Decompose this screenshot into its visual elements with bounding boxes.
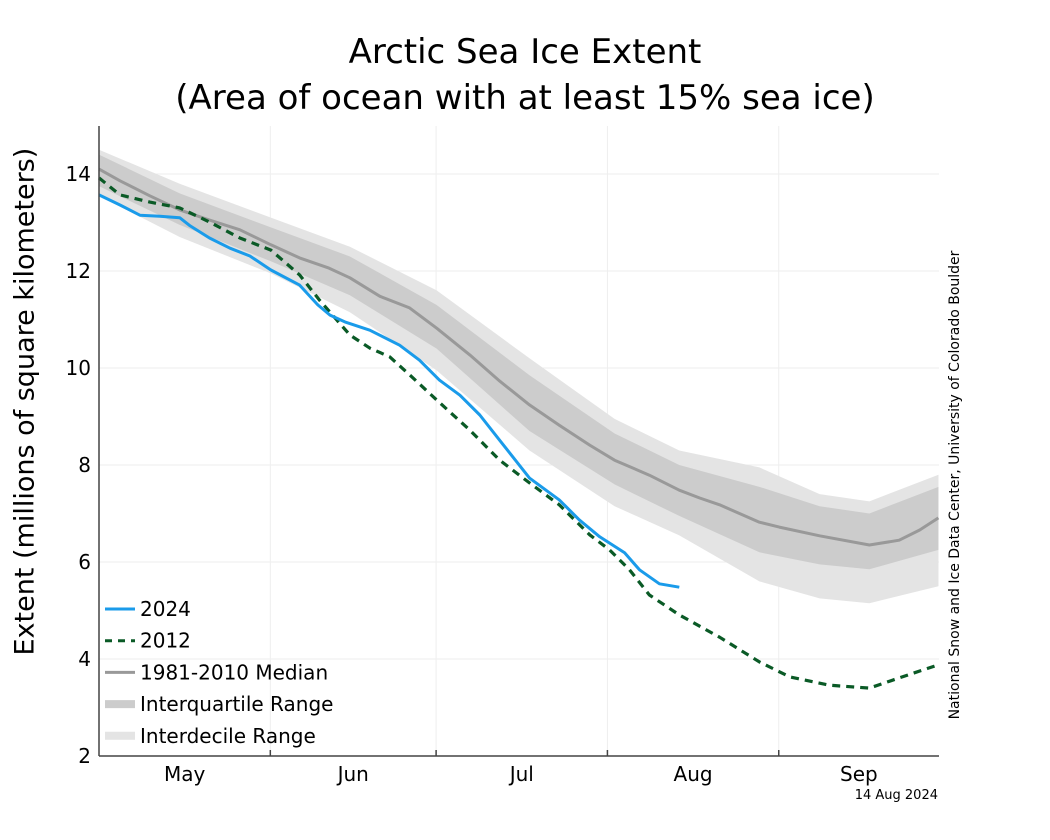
y-tick-label: 4 xyxy=(78,647,91,671)
y-tick-label: 6 xyxy=(78,550,91,574)
y-tick-label: 12 xyxy=(66,259,91,283)
legend-label: Interdecile Range xyxy=(140,724,316,748)
series-line-1981-2010-median xyxy=(98,167,940,547)
x-tick-label: Sep xyxy=(840,762,878,786)
x-tick-label: May xyxy=(164,762,206,786)
band-interquartile-range xyxy=(99,154,939,570)
date-stamp: 14 Aug 2024 xyxy=(854,788,938,803)
series-line-2024 xyxy=(98,193,680,589)
chart-title: Arctic Sea Ice Extent xyxy=(348,32,702,72)
legend-label: 2024 xyxy=(140,597,191,621)
y-tick-label: 14 xyxy=(66,162,91,186)
legend-label: Interquartile Range xyxy=(140,692,333,716)
legend-label: 1981-2010 Median xyxy=(140,660,328,684)
y-tick-label: 2 xyxy=(78,744,91,768)
legend-label: 2012 xyxy=(140,629,191,653)
x-tick-label: Jul xyxy=(508,762,534,786)
x-tick-label: Jun xyxy=(336,762,369,786)
x-tick-label: Aug xyxy=(674,762,713,786)
chart-subtitle: (Area of ocean with at least 15% sea ice… xyxy=(175,78,875,118)
y-tick-label: 10 xyxy=(66,356,91,380)
series-line-2012 xyxy=(97,176,939,690)
y-tick-label: 8 xyxy=(78,453,91,477)
